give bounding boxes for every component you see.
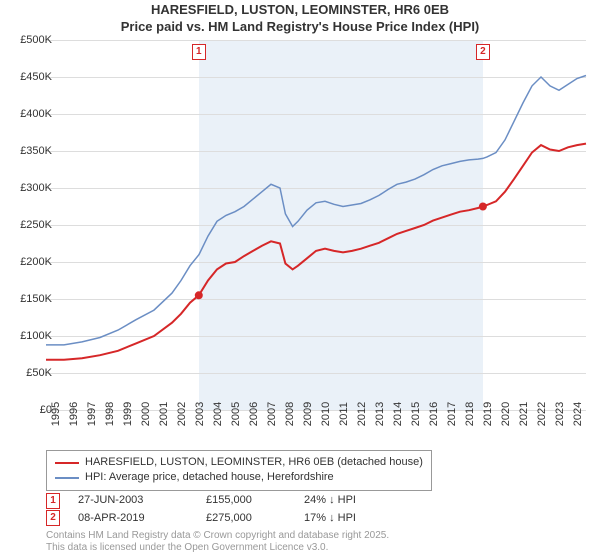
x-tick-label: 2021 [518, 402, 530, 426]
legend-item: HPI: Average price, detached house, Here… [55, 470, 423, 485]
line-series-svg [46, 40, 586, 410]
chart-container: HARESFIELD, LUSTON, LEOMINSTER, HR6 0EB … [0, 0, 600, 560]
x-tick-label: 2004 [212, 402, 224, 426]
x-tick-label: 1998 [104, 402, 116, 426]
x-tick-label: 2002 [176, 402, 188, 426]
y-tick-label: £50K [8, 367, 52, 379]
sale-date: 08-APR-2019 [78, 510, 188, 528]
x-tick-label: 2024 [572, 402, 584, 426]
y-tick-label: £300K [8, 182, 52, 194]
x-tick-label: 2005 [230, 402, 242, 426]
y-tick-label: £200K [8, 256, 52, 268]
y-tick-label: £250K [8, 219, 52, 231]
series-hpi [46, 76, 586, 345]
x-tick-label: 2008 [284, 402, 296, 426]
sale-row-marker: 1 [46, 493, 60, 509]
x-tick-label: 2016 [428, 402, 440, 426]
sales-table: 1 27-JUN-2003 £155,000 24% ↓ HPI 2 08-APR-201… [46, 492, 394, 527]
sale-marker-1: 1 [192, 44, 206, 60]
sale-price: £275,000 [206, 510, 286, 528]
x-tick-label: 2017 [446, 402, 458, 426]
y-tick-label: £0 [8, 404, 52, 416]
legend-swatch [55, 477, 79, 479]
sale-marker-2: 2 [476, 44, 490, 60]
footnote-line1: Contains HM Land Registry data © Crown c… [46, 530, 389, 542]
sale-row-marker: 2 [46, 510, 60, 526]
x-tick-label: 2022 [536, 402, 548, 426]
x-tick-label: 2020 [500, 402, 512, 426]
x-tick-label: 2015 [410, 402, 422, 426]
series-price_paid [46, 144, 586, 360]
x-tick-label: 2000 [140, 402, 152, 426]
x-tick-label: 2007 [266, 402, 278, 426]
x-tick-label: 2018 [464, 402, 476, 426]
sale-row: 1 27-JUN-2003 £155,000 24% ↓ HPI [46, 492, 394, 510]
sale-price: £155,000 [206, 492, 286, 510]
x-tick-label: 2003 [194, 402, 206, 426]
footnote: Contains HM Land Registry data © Crown c… [46, 530, 389, 554]
y-tick-label: £150K [8, 293, 52, 305]
x-tick-label: 1996 [68, 402, 80, 426]
plot-area [46, 40, 586, 410]
y-tick-label: £100K [8, 330, 52, 342]
legend-label: HPI: Average price, detached house, Here… [85, 470, 334, 485]
x-tick-label: 2012 [356, 402, 368, 426]
x-tick-label: 2011 [338, 402, 350, 426]
x-tick-label: 1995 [50, 402, 62, 426]
chart-title-line2: Price paid vs. HM Land Registry's House … [0, 19, 600, 34]
x-tick-label: 2013 [374, 402, 386, 426]
sale-date: 27-JUN-2003 [78, 492, 188, 510]
sale-point-2 [479, 203, 487, 211]
x-tick-label: 2010 [320, 402, 332, 426]
x-tick-label: 2019 [482, 402, 494, 426]
y-tick-label: £400K [8, 108, 52, 120]
y-tick-label: £350K [8, 145, 52, 157]
legend-swatch [55, 462, 79, 464]
legend: HARESFIELD, LUSTON, LEOMINSTER, HR6 0EB … [46, 450, 432, 491]
x-tick-label: 2014 [392, 402, 404, 426]
x-tick-label: 2009 [302, 402, 314, 426]
x-tick-label: 1999 [122, 402, 134, 426]
legend-item: HARESFIELD, LUSTON, LEOMINSTER, HR6 0EB … [55, 455, 423, 470]
sale-row: 2 08-APR-2019 £275,000 17% ↓ HPI [46, 510, 394, 528]
y-tick-label: £450K [8, 71, 52, 83]
x-tick-label: 2001 [158, 402, 170, 426]
legend-label: HARESFIELD, LUSTON, LEOMINSTER, HR6 0EB … [85, 455, 423, 470]
footnote-line2: This data is licensed under the Open Gov… [46, 542, 389, 554]
y-tick-label: £500K [8, 34, 52, 46]
chart-title-line1: HARESFIELD, LUSTON, LEOMINSTER, HR6 0EB [0, 0, 600, 19]
x-tick-label: 1997 [86, 402, 98, 426]
x-tick-label: 2023 [554, 402, 566, 426]
sale-diff: 17% ↓ HPI [304, 510, 394, 528]
sale-diff: 24% ↓ HPI [304, 492, 394, 510]
x-tick-label: 2006 [248, 402, 260, 426]
sale-point-1 [195, 291, 203, 299]
